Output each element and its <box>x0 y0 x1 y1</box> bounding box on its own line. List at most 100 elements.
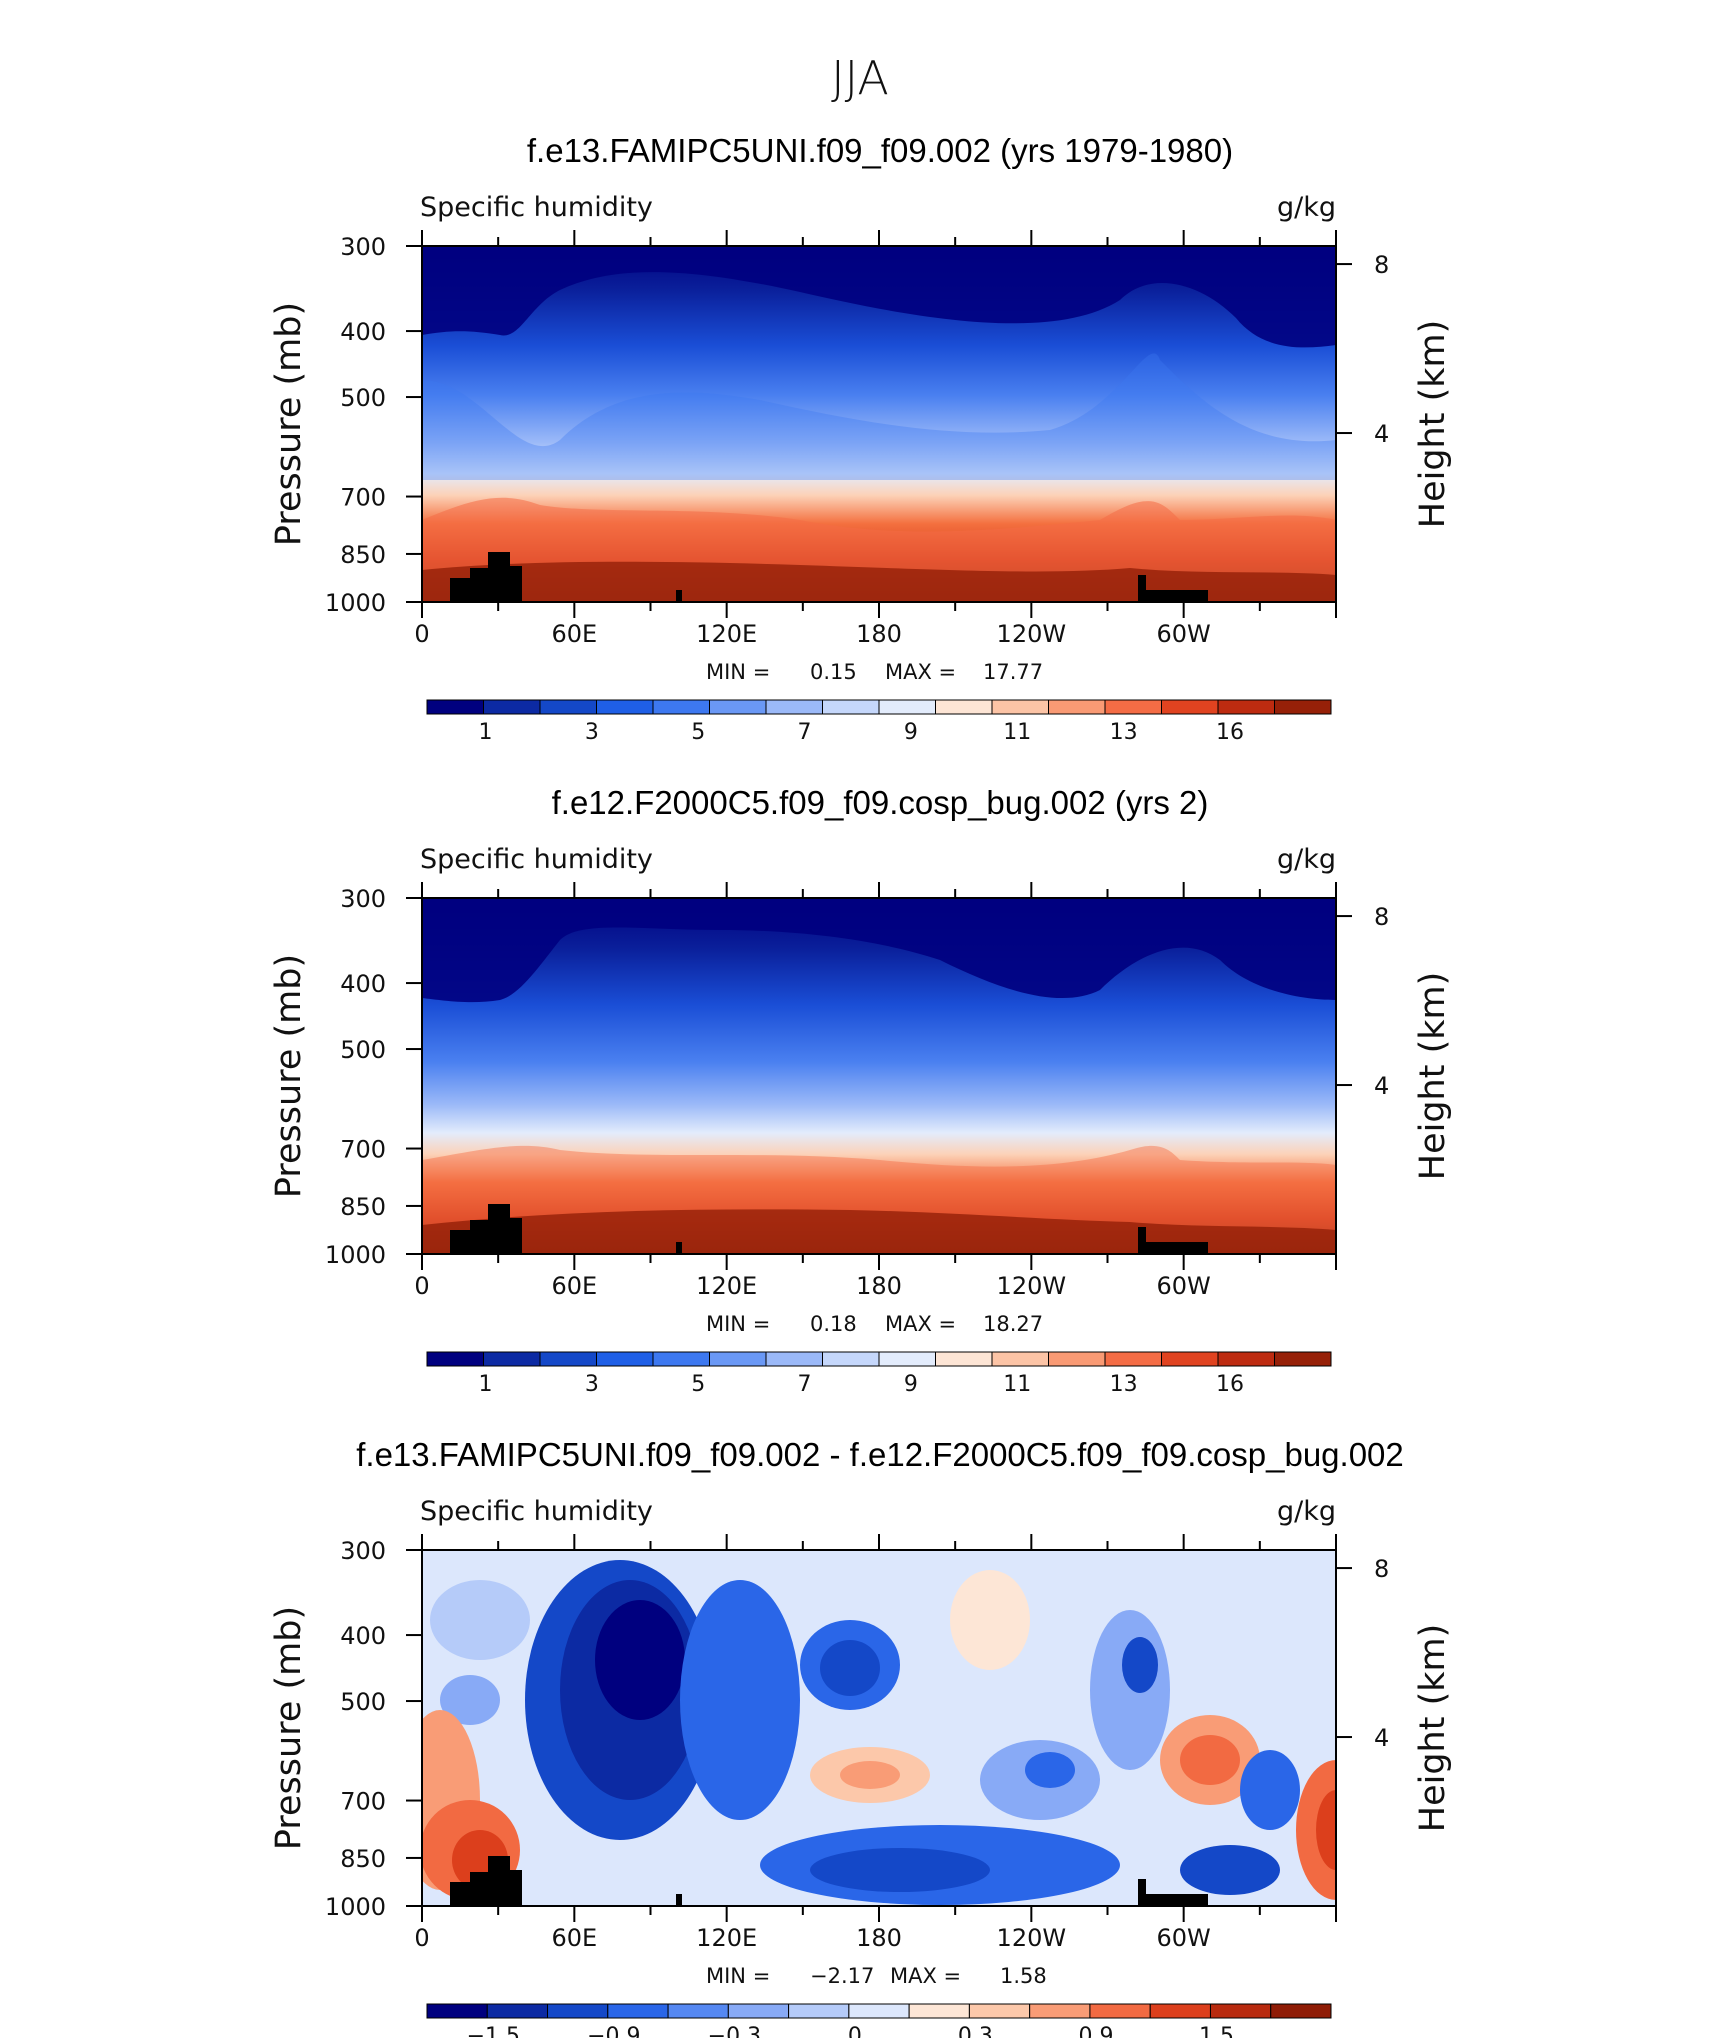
y2-tick-label: 4 <box>1374 1724 1389 1752</box>
panel-2-topography-andes <box>1138 1227 1208 1254</box>
x-tick-label: 120E <box>696 1272 757 1300</box>
colorbar-swatch <box>908 2003 970 2019</box>
y-tick-label: 1000 <box>325 1893 386 1921</box>
colorbar-label: −1.5 <box>467 2024 520 2038</box>
y-tick-label: 850 <box>340 1193 386 1221</box>
panel-3-max-label: MAX = <box>890 1964 961 1988</box>
colorbar-swatch <box>991 1351 1049 1367</box>
colorbar-label: 0.9 <box>1078 2024 1113 2038</box>
colorbar-swatch <box>1217 1351 1275 1367</box>
panel-3-units: g/kg <box>1277 1496 1336 1527</box>
panel-2-title: f.e12.F2000C5.f09_f09.cosp_bug.002 (yrs … <box>552 784 1209 821</box>
y-tick-label: 850 <box>340 541 386 569</box>
colorbar-swatch <box>547 2003 609 2019</box>
y2-tick-label: 4 <box>1374 1072 1389 1100</box>
y-tick-label: 1000 <box>325 1241 386 1269</box>
panel-3-variable: Specific humidity <box>420 1496 653 1527</box>
colorbar-swatch <box>1209 2003 1272 2019</box>
colorbar-swatch <box>765 699 823 715</box>
colorbar-swatch <box>1161 699 1219 715</box>
x-tick-label: 180 <box>856 1924 902 1952</box>
x-tick-label: 60E <box>551 1272 597 1300</box>
x-tick-label: 120W <box>997 620 1067 648</box>
colorbar-swatch <box>709 699 767 715</box>
colorbar-swatch <box>596 699 654 715</box>
colorbar-swatch <box>539 1351 597 1367</box>
y-tick-label: 300 <box>340 885 386 913</box>
panel-3-title: f.e13.FAMIPC5UNI.f09_f09.002 - f.e12.F20… <box>356 1436 1404 1473</box>
colorbar-label: 3 <box>585 1372 599 1397</box>
panel-1-axes: 0 60E 120E 180 120W 60W 300 400 500 700 850 1000 8 4 <box>325 230 1389 648</box>
y-tick-label: 500 <box>340 384 386 412</box>
colorbar-label: 5 <box>691 720 705 745</box>
colorbar-label: 9 <box>904 1372 918 1397</box>
colorbar-label: 0.3 <box>958 2024 993 2038</box>
colorbar-swatch <box>1029 2003 1091 2019</box>
x-tick-label: 120E <box>696 1924 757 1952</box>
colorbar-swatch <box>607 2003 669 2019</box>
x-tick-label: 180 <box>856 620 902 648</box>
y-tick-label: 700 <box>340 484 386 512</box>
colorbar-label: 16 <box>1216 720 1244 745</box>
y-tick-label: 850 <box>340 1845 386 1873</box>
colorbar-swatch <box>878 699 936 715</box>
colorbar-label: 3 <box>585 720 599 745</box>
panel-1-topography-asia <box>450 552 522 602</box>
colorbar-swatch <box>1161 1351 1219 1367</box>
panel-1-topography-andes <box>1138 575 1208 602</box>
colorbar-swatch <box>1104 699 1162 715</box>
y2-tick-label: 8 <box>1374 903 1389 931</box>
panel-1-title: f.e13.FAMIPC5UNI.f09_f09.002 (yrs 1979-1… <box>527 132 1233 169</box>
x-tick-label: 60E <box>551 620 597 648</box>
panel-2-axes: 0 60E 120E 180 120W 60W 300 400 500 700 850 1000 8 4 <box>325 882 1389 1300</box>
colorbar-swatch <box>848 2003 910 2019</box>
panel-1-units: g/kg <box>1277 192 1336 223</box>
y2-tick-label: 4 <box>1374 420 1389 448</box>
panel-1-max-label: MAX = <box>885 660 956 684</box>
panel-2-topography-island <box>676 1242 682 1254</box>
colorbar-label: 1 <box>478 1372 492 1397</box>
panel-1-colorbar: 1 3 5 7 9 11 13 16 <box>426 699 1332 745</box>
panel-1-y2label: Height (km) <box>1413 320 1453 529</box>
panel-2-field <box>422 898 1336 1254</box>
panel-2-max-value: 18.27 <box>983 1312 1043 1336</box>
x-tick-label: 60W <box>1157 620 1211 648</box>
y-tick-label: 300 <box>340 233 386 261</box>
colorbar-swatch <box>968 2003 1031 2019</box>
y2-tick-label: 8 <box>1374 251 1389 279</box>
y-tick-label: 400 <box>340 1622 386 1650</box>
y-tick-label: 300 <box>340 1537 386 1565</box>
panel-3-max-value: 1.58 <box>1000 1964 1047 1988</box>
y-tick-label: 700 <box>340 1788 386 1816</box>
colorbar-swatch <box>426 699 484 715</box>
colorbar-swatch <box>1274 699 1332 715</box>
colorbar-swatch <box>935 1351 993 1367</box>
y-tick-label: 500 <box>340 1688 386 1716</box>
panel-3-colorbar: −1.5 −0.9 −0.3 0 0.3 0.9 1.5 <box>426 2003 1332 2038</box>
panel-2-max-label: MAX = <box>885 1312 956 1336</box>
x-tick-label: 180 <box>856 1272 902 1300</box>
colorbar-label: 7 <box>798 1372 812 1397</box>
panel-2-min-label: MIN = <box>706 1312 770 1336</box>
panel-1-topography-island <box>676 590 682 602</box>
panel-3-min-label: MIN = <box>706 1964 770 1988</box>
colorbar-label: 1.5 <box>1199 2024 1234 2038</box>
x-tick-label: 0 <box>414 1272 429 1300</box>
y-tick-label: 500 <box>340 1036 386 1064</box>
colorbar-label: −0.9 <box>587 2024 640 2038</box>
colorbar-label: −0.3 <box>708 2024 761 2038</box>
colorbar-label: 13 <box>1110 1372 1138 1397</box>
colorbar-swatch <box>765 1351 823 1367</box>
colorbar-swatch <box>483 699 541 715</box>
colorbar-swatch <box>1274 1351 1332 1367</box>
panel-2-units: g/kg <box>1277 844 1336 875</box>
y-tick-label: 400 <box>340 970 386 998</box>
colorbar-swatch <box>822 699 880 715</box>
y-tick-label: 700 <box>340 1136 386 1164</box>
colorbar-label: 5 <box>691 1372 705 1397</box>
colorbar-swatch <box>1149 2003 1211 2019</box>
panel-1: f.e13.FAMIPC5UNI.f09_f09.002 (yrs 1979-1… <box>269 132 1453 745</box>
colorbar-swatch <box>1089 2003 1151 2019</box>
colorbar-swatch <box>1270 2003 1332 2019</box>
panel-3-y2label: Height (km) <box>1413 1624 1453 1833</box>
